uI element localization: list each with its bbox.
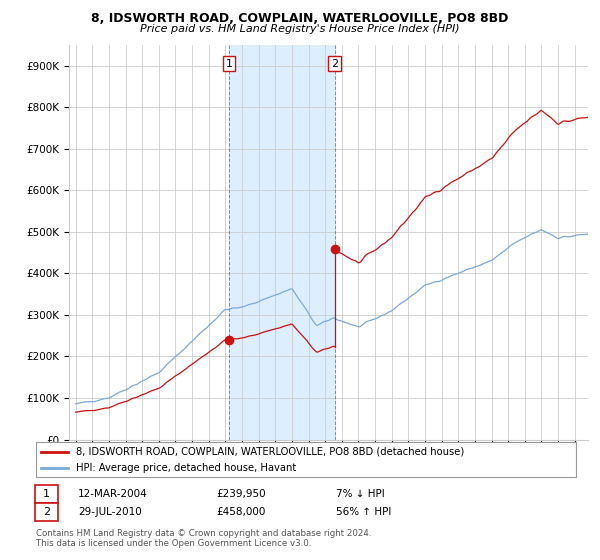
Text: 12-MAR-2004: 12-MAR-2004 [78,489,148,499]
Text: 8, IDSWORTH ROAD, COWPLAIN, WATERLOOVILLE, PO8 8BD (detached house): 8, IDSWORTH ROAD, COWPLAIN, WATERLOOVILL… [77,447,465,457]
Text: 56% ↑ HPI: 56% ↑ HPI [336,507,391,517]
Text: 1: 1 [226,58,232,68]
Text: 29-JUL-2010: 29-JUL-2010 [78,507,142,517]
Text: This data is licensed under the Open Government Licence v3.0.: This data is licensed under the Open Gov… [36,539,311,548]
Text: 7% ↓ HPI: 7% ↓ HPI [336,489,385,499]
Text: 8, IDSWORTH ROAD, COWPLAIN, WATERLOOVILLE, PO8 8BD: 8, IDSWORTH ROAD, COWPLAIN, WATERLOOVILL… [91,12,509,25]
Text: Contains HM Land Registry data © Crown copyright and database right 2024.: Contains HM Land Registry data © Crown c… [36,529,371,538]
Text: £239,950: £239,950 [216,489,266,499]
Text: £458,000: £458,000 [216,507,265,517]
Text: HPI: Average price, detached house, Havant: HPI: Average price, detached house, Hava… [77,464,297,473]
Text: Price paid vs. HM Land Registry's House Price Index (HPI): Price paid vs. HM Land Registry's House … [140,24,460,34]
Text: 2: 2 [331,58,338,68]
Bar [229,45,335,440]
Text: 2: 2 [43,507,50,517]
Text: 1: 1 [43,489,50,499]
